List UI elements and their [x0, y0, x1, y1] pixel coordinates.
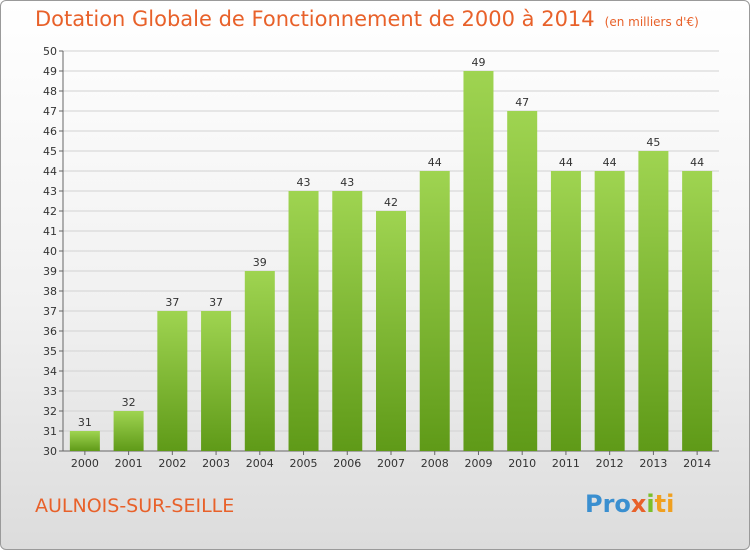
- x-tick-label-2006: 2006: [333, 457, 361, 470]
- data-label-2006: 43: [340, 176, 354, 189]
- data-label-2005: 43: [297, 176, 311, 189]
- y-tick-label: 41: [43, 225, 57, 238]
- y-tick-label: 33: [43, 385, 57, 398]
- bars: [69, 71, 713, 451]
- bar-2005: [288, 191, 319, 451]
- bar-2011: [550, 171, 581, 451]
- chart-title: Dotation Globale de Fonctionnement de 20…: [35, 7, 699, 31]
- y-tick-label: 48: [43, 85, 57, 98]
- bar-2007: [376, 211, 406, 451]
- x-tick-label-2013: 2013: [639, 457, 667, 470]
- x-tick-label-2000: 2000: [71, 457, 99, 470]
- bar-2001: [113, 411, 144, 451]
- y-tick-label: 35: [43, 345, 57, 358]
- logo-part-3: i: [646, 490, 655, 518]
- data-label-2013: 45: [646, 136, 660, 149]
- y-tick-labels: 30 31 32 33 34 35 36 37 38 39 40 41 42 43 44 45 46 47 48 49…: [43, 45, 57, 458]
- bar-2010: [507, 111, 538, 451]
- y-tick-label: 36: [43, 325, 57, 338]
- y-tick-label: 38: [43, 285, 57, 298]
- commune-name: AULNOIS-SUR-SEILLE: [35, 495, 235, 517]
- data-labels: 31 32 37 37 39 43 43 42 44 49 47 44 44 45 44: [78, 56, 704, 429]
- x-tick-label-2002: 2002: [158, 457, 186, 470]
- data-label-2009: 49: [471, 56, 485, 69]
- y-tick-label: 49: [43, 65, 57, 78]
- chart-title-text: Dotation Globale de Fonctionnement de 20…: [35, 7, 595, 31]
- data-label-2004: 39: [253, 256, 267, 269]
- y-tick-label: 39: [43, 265, 57, 278]
- x-tick-label-2004: 2004: [246, 457, 274, 470]
- logo-part-2: x: [630, 490, 647, 518]
- data-label-2002: 37: [165, 296, 179, 309]
- x-tick-label-2014: 2014: [683, 457, 711, 470]
- data-label-2001: 32: [122, 396, 136, 409]
- bar-2008: [419, 171, 450, 451]
- x-tick-label-2010: 2010: [508, 457, 536, 470]
- bar-2000: [69, 431, 100, 451]
- bar-2002: [157, 311, 188, 451]
- x-tick-label-2005: 2005: [290, 457, 318, 470]
- bar-2003: [201, 311, 232, 451]
- x-tick-labels: 2000 2001 2002 2003 2004 2005 2006 2007 2008 2009…: [71, 457, 711, 470]
- bar-2004: [244, 271, 275, 451]
- bar-2013: [638, 151, 669, 451]
- x-tick-label-2001: 2001: [115, 457, 143, 470]
- data-label-2012: 44: [603, 156, 617, 169]
- logo-part-1: Pro: [585, 490, 631, 518]
- y-tick-label: 34: [43, 365, 57, 378]
- y-tick-label: 31: [43, 425, 57, 438]
- data-label-2011: 44: [559, 156, 573, 169]
- data-label-2003: 37: [209, 296, 223, 309]
- y-tick-label: 37: [43, 305, 57, 318]
- y-tick-label: 47: [43, 105, 57, 118]
- bar-2009: [463, 71, 494, 451]
- data-label-2008: 44: [428, 156, 442, 169]
- bar-2012: [594, 171, 625, 451]
- y-tick-label: 45: [43, 145, 57, 158]
- bar-2006: [332, 191, 363, 451]
- y-tick-label: 44: [43, 165, 57, 178]
- x-tick-label-2012: 2012: [596, 457, 624, 470]
- data-label-2000: 31: [78, 416, 92, 429]
- y-tick-label: 40: [43, 245, 57, 258]
- data-label-2010: 47: [515, 96, 529, 109]
- y-tick-label: 46: [43, 125, 57, 138]
- x-tick-label-2009: 2009: [464, 457, 492, 470]
- y-tick-label: 43: [43, 185, 57, 198]
- chart-unit: (en milliers d'€): [604, 15, 699, 29]
- y-tick-label: 30: [43, 445, 57, 458]
- y-tick-label: 42: [43, 205, 57, 218]
- x-tick-label-2003: 2003: [202, 457, 230, 470]
- x-tick-label-2008: 2008: [421, 457, 449, 470]
- bar-2014: [682, 171, 713, 451]
- data-label-2014: 44: [690, 156, 704, 169]
- y-tick-label: 50: [43, 45, 57, 58]
- x-tick-label-2011: 2011: [552, 457, 580, 470]
- x-tick-label-2007: 2007: [377, 457, 405, 470]
- y-tick-label: 32: [43, 405, 57, 418]
- data-label-2007: 42: [384, 196, 398, 209]
- proxiti-logo: Proxiti: [585, 490, 674, 518]
- logo-part-4: ti: [654, 490, 675, 518]
